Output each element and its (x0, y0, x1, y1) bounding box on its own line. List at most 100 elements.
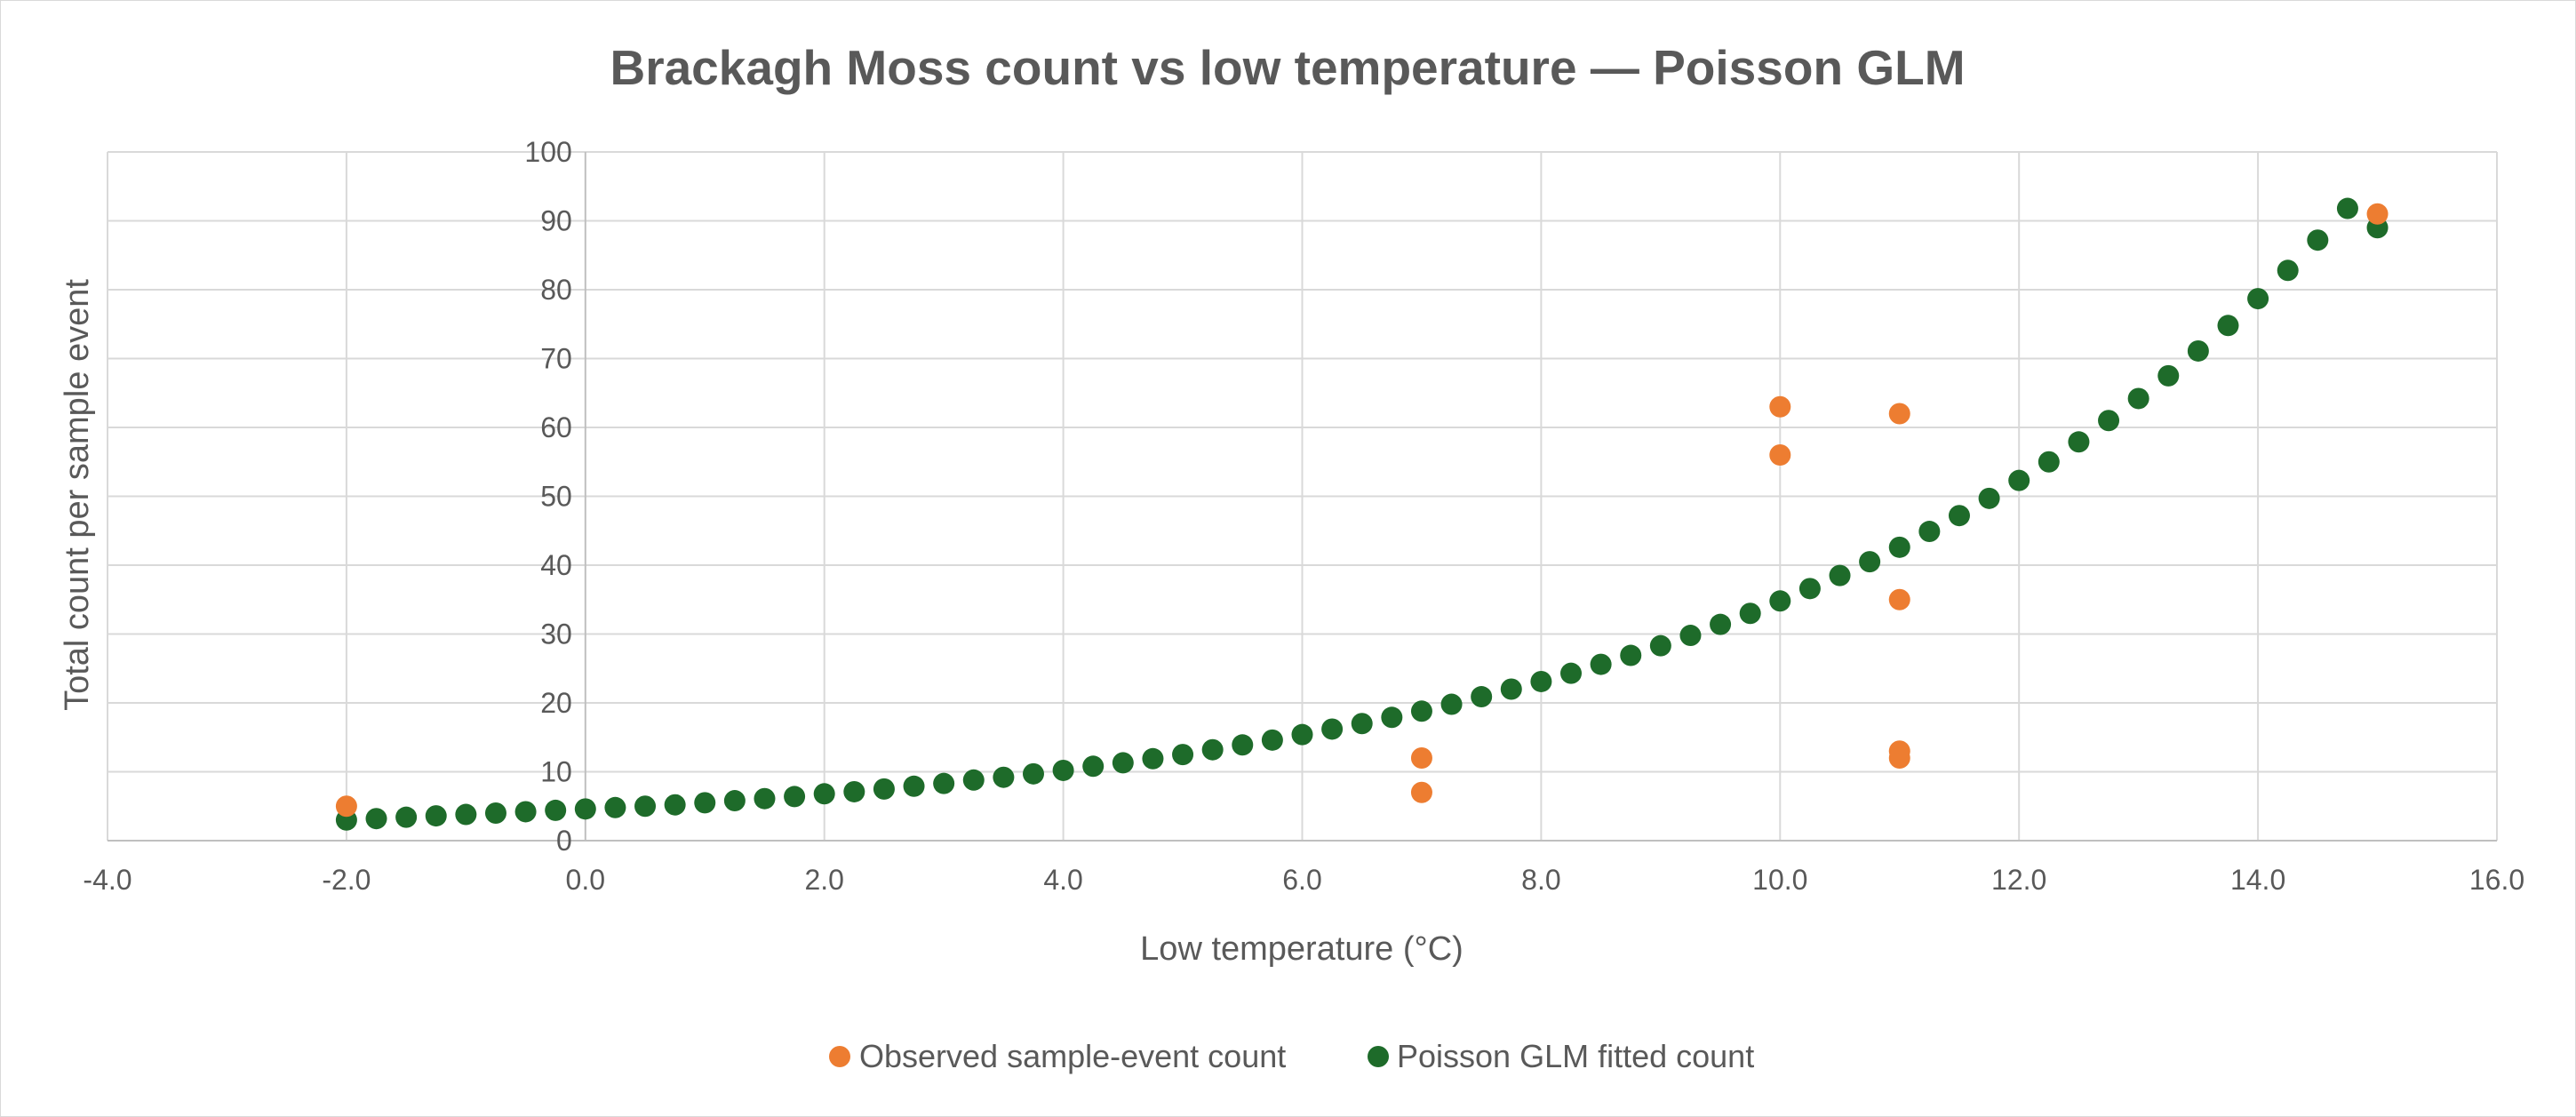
y-tick-label: 70 (540, 343, 572, 375)
fitted-point (1739, 602, 1761, 625)
y-tick-label: 90 (540, 205, 572, 237)
fitted-point (2307, 229, 2329, 251)
x-tick-label: -2.0 (322, 864, 371, 896)
fitted-point (813, 783, 835, 805)
x-tick-label: 16.0 (2469, 864, 2524, 896)
x-tick-label: 6.0 (1282, 864, 1321, 896)
fitted-point (1201, 738, 1224, 761)
x-tick-labels: -4.0 -2.0 0.0 2.0 4.0 6.0 8.0 10.0 12.0 14.0 16.0 (83, 864, 2524, 896)
fitted-point (2098, 410, 2120, 432)
fitted-point (843, 780, 865, 802)
fitted-point (1112, 752, 1134, 774)
fitted-point (1560, 662, 1583, 684)
fitted-point (1978, 487, 2000, 509)
fitted-point (1381, 706, 1403, 729)
fitted-point (1142, 747, 1164, 770)
fitted-point (634, 795, 657, 818)
fitted-point (962, 769, 985, 791)
fitted-point (784, 786, 806, 808)
fitted-point (1052, 759, 1074, 781)
observed-point (2366, 203, 2389, 225)
fitted-point (425, 805, 447, 827)
fitted-point (1859, 551, 1881, 573)
fitted-point (574, 798, 596, 820)
fitted-point (1351, 713, 1373, 735)
fitted-point (1649, 634, 1671, 657)
fitted-point (1590, 653, 1612, 675)
x-tick-label: 4.0 (1043, 864, 1082, 896)
y-tick-label: 20 (540, 687, 572, 719)
gridlines (107, 151, 2498, 841)
observed-point (1769, 395, 1791, 418)
fitted-point (2157, 364, 2180, 387)
chart-title: Brackagh Moss count vs low temperature —… (610, 40, 1965, 95)
fitted-point (1710, 613, 1732, 635)
fitted-point (2008, 469, 2030, 491)
x-tick-label: 0.0 (566, 864, 605, 896)
x-axis-title: Low temperature (°C) (1140, 930, 1463, 968)
x-tick-label: 10.0 (1752, 864, 1807, 896)
fitted-point (2187, 339, 2209, 362)
fitted-point (1888, 536, 1910, 558)
fitted-point (2336, 197, 2358, 219)
fitted-point (723, 790, 746, 812)
observed-point (1888, 588, 1910, 610)
x-tick-label: -4.0 (83, 864, 132, 896)
fitted-point (993, 766, 1015, 788)
fitted-point (514, 801, 537, 823)
fitted-series (335, 197, 2389, 831)
legend: Observed sample-event count Poisson GLM … (829, 1038, 1754, 1074)
observed-series (335, 203, 2389, 818)
fitted-point (1679, 625, 1702, 647)
y-tick-label: 80 (540, 274, 572, 306)
fitted-point (2277, 259, 2299, 282)
fitted-point (2127, 387, 2149, 410)
fitted-point (1500, 678, 1522, 700)
observed-point (335, 795, 357, 818)
y-tick-label: 30 (540, 618, 572, 650)
fitted-point (1172, 744, 1194, 766)
y-tick-label: 0 (556, 825, 572, 857)
fitted-point (903, 775, 925, 797)
fitted-point (484, 802, 506, 824)
fitted-point (1471, 686, 1493, 708)
x-tick-label: 14.0 (2230, 864, 2285, 896)
fitted-point (1022, 762, 1044, 785)
fitted-point (545, 799, 567, 821)
y-tick-label: 100 (524, 136, 571, 168)
y-tick-label: 60 (540, 411, 572, 443)
y-tick-labels: 0 10 20 30 40 50 60 70 80 90 100 (524, 136, 571, 857)
fitted-point (1291, 723, 1313, 746)
fitted-point (2217, 315, 2239, 337)
fitted-point (604, 796, 626, 818)
observed-point (1888, 747, 1910, 769)
fitted-point (1232, 734, 1254, 756)
fitted-point (2068, 431, 2090, 453)
fitted-point (664, 794, 686, 816)
fitted-point (1261, 729, 1283, 751)
legend-marker-observed (829, 1046, 850, 1067)
fitted-point (1918, 521, 1941, 543)
fitted-point (933, 772, 955, 794)
observed-point (1410, 781, 1432, 803)
fitted-point (754, 787, 776, 810)
y-tick-label: 40 (540, 549, 572, 581)
fitted-point (455, 803, 477, 826)
fitted-point (2247, 288, 2269, 310)
x-tick-label: 2.0 (804, 864, 843, 896)
fitted-point (1082, 755, 1105, 778)
fitted-point (1798, 578, 1821, 600)
y-tick-label: 10 (540, 756, 572, 788)
fitted-point (1410, 700, 1432, 722)
fitted-point (395, 806, 418, 828)
data-points (335, 197, 2389, 831)
observed-point (1410, 747, 1432, 769)
fitted-point (1321, 718, 1344, 740)
fitted-point (694, 792, 716, 814)
y-axis-title: Total count per sample event (59, 279, 96, 711)
fitted-point (1829, 564, 1851, 586)
fitted-point (1440, 693, 1463, 715)
observed-point (1769, 444, 1791, 466)
